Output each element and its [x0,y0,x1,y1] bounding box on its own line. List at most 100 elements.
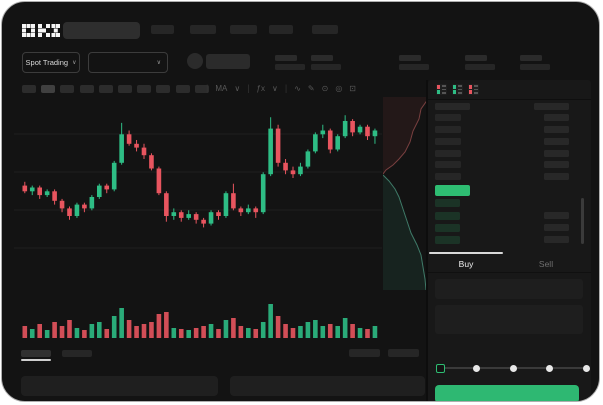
timeframe-button[interactable] [79,85,94,93]
candle-body [246,208,251,213]
candle-body [253,208,259,213]
toggle-line [457,85,462,87]
bid-amount-placeholder[interactable] [544,224,569,231]
ask-price-placeholder[interactable] [435,150,461,157]
camera-icon[interactable]: ⊙ [321,83,329,93]
nav-item-placeholder[interactable] [312,25,338,34]
market-type-selector[interactable]: Spot Trading ∨ [22,52,80,73]
bid-price-placeholder[interactable] [435,224,460,232]
candle-body [313,134,318,152]
bid-price-placeholder[interactable] [435,236,460,244]
nav-item-placeholder[interactable] [269,25,293,34]
bottom-action-placeholder[interactable] [388,349,419,357]
candle-body [216,212,221,216]
ask-price-placeholder[interactable] [435,161,461,168]
ma-indicator-label[interactable]: MA [215,83,228,93]
volume-bar [126,320,132,338]
bottom-tab-history[interactable] [62,350,92,357]
bid-price-placeholder[interactable] [435,199,460,207]
fullscreen-icon[interactable]: ⊡ [349,83,356,93]
ask-amount-placeholder[interactable] [544,161,569,168]
timeframe-button[interactable] [194,85,209,93]
ask-amount-placeholder[interactable] [544,173,569,180]
candle-body [149,155,154,169]
volume-bar [74,328,80,338]
amount-input[interactable] [435,305,583,334]
timeframe-button[interactable] [98,85,113,93]
ask-price-placeholder[interactable] [435,138,461,145]
volume-bar [59,326,65,338]
candle-body [275,128,281,163]
volume-bar [52,322,57,338]
bid-amount-placeholder[interactable] [544,236,569,243]
bid-price-placeholder[interactable] [435,212,460,220]
chart-toolbar-icons: | MA ∨ | ƒx ∨ | ∿ ✎ ⊙ ◎ ⊡ [206,81,356,95]
search-input[interactable] [63,22,140,39]
buy-submit-button[interactable] [435,385,579,401]
candle-body [223,193,229,216]
ask-amount-placeholder[interactable] [544,114,569,121]
ask-amount-placeholder[interactable] [544,138,569,145]
ask-price-placeholder[interactable] [435,173,461,180]
okx-logo[interactable] [22,24,60,37]
nav-item-placeholder[interactable] [151,25,174,34]
bid-amount-placeholder[interactable] [544,212,569,219]
slider-stop-dot[interactable] [546,364,553,372]
timeframe-button[interactable] [137,85,152,93]
chevron-down-icon[interactable]: ∨ [272,83,278,93]
volume-bar [365,329,370,338]
volume-bar [290,328,296,338]
volume-bar [171,328,177,338]
volume-bar [313,320,318,338]
slider-stop-dot[interactable] [473,364,480,372]
orderbook-asks-view-icon[interactable] [468,84,479,95]
timeframe-button[interactable] [175,85,190,93]
orderbook-view-toggles [436,84,479,95]
slider-stop-dot[interactable] [582,364,590,372]
chevron-down-icon[interactable]: ∨ [234,83,241,93]
draw-pencil-icon[interactable]: ✎ [307,83,315,93]
orderbook-bids-view-icon[interactable] [452,84,463,95]
timeframe-button[interactable] [41,85,56,93]
timeframe-button[interactable] [118,85,132,93]
slider-stop-dot[interactable] [509,364,517,372]
nav-item-placeholder[interactable] [190,25,216,34]
stat-label-placeholder [520,55,542,61]
line-type-icon[interactable]: ∿ [294,83,301,93]
ask-amount-placeholder[interactable] [544,126,569,133]
toggle-line [441,85,446,87]
tab-buy[interactable]: Buy [458,259,474,269]
slider-handle[interactable] [435,363,445,373]
price-input[interactable] [435,279,583,299]
candle-body [44,191,50,196]
volume-bar [268,304,273,338]
timeframe-button[interactable] [60,85,75,93]
divider: | [206,83,209,93]
volume-bar [164,312,169,338]
settings-icon[interactable]: ◎ [335,83,343,93]
stat-group [520,55,550,70]
chevron-down-icon: ∨ [72,59,77,66]
last-price-bar[interactable] [435,185,470,196]
pair-selector-dropdown[interactable]: ∨ [88,52,168,73]
bottom-tab-orders[interactable] [21,350,51,357]
orderbook-scrollbar[interactable] [581,198,584,244]
orderbook-both-view-icon[interactable] [436,84,447,95]
volume-bar [320,326,326,338]
stat-value-placeholder [275,64,305,70]
bottom-action-placeholder[interactable] [349,349,380,357]
toggle-line [457,88,462,90]
nav-item-placeholder[interactable] [230,25,257,34]
candle-body [134,143,139,148]
pair-name-placeholder[interactable] [206,54,250,69]
active-tab-indicator [429,252,503,254]
ask-price-placeholder[interactable] [435,126,461,133]
open-orders-panel [21,376,218,396]
timeframe-button[interactable] [156,85,171,93]
timeframe-button[interactable] [22,85,36,93]
candle-body [119,134,124,163]
ask-price-placeholder[interactable] [435,114,461,121]
fx-indicator-icon[interactable]: ƒx [256,83,265,93]
tab-sell[interactable]: Sell [538,259,554,269]
ask-amount-placeholder[interactable] [544,150,569,157]
